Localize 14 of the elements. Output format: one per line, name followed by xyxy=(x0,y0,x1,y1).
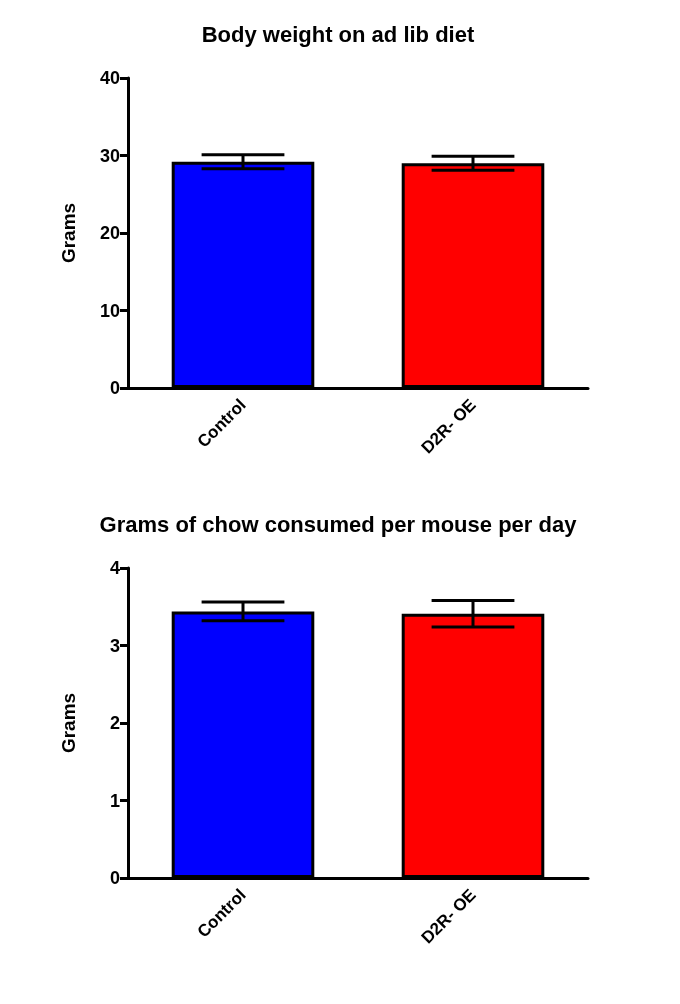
y-tick-label: 4 xyxy=(109,558,120,578)
y-tick-label: 40 xyxy=(99,68,120,88)
y-tick-label: 3 xyxy=(109,635,120,656)
y-tick-label: 2 xyxy=(109,713,120,733)
y-tick-label: 30 xyxy=(99,145,120,166)
chart-title: Body weight on ad lib diet xyxy=(201,21,475,47)
y-tick-label: 10 xyxy=(99,300,120,321)
y-axis-title: Grams xyxy=(58,692,79,754)
y-tick-label: 1 xyxy=(109,790,120,811)
y-tick-label: 20 xyxy=(99,223,120,243)
chart-title: Grams of chow consumed per mouse per day xyxy=(99,511,578,537)
y-axis-title: Grams xyxy=(58,202,79,264)
y-tick-label: 0 xyxy=(109,868,120,888)
y-tick-label: 0 xyxy=(109,378,120,398)
